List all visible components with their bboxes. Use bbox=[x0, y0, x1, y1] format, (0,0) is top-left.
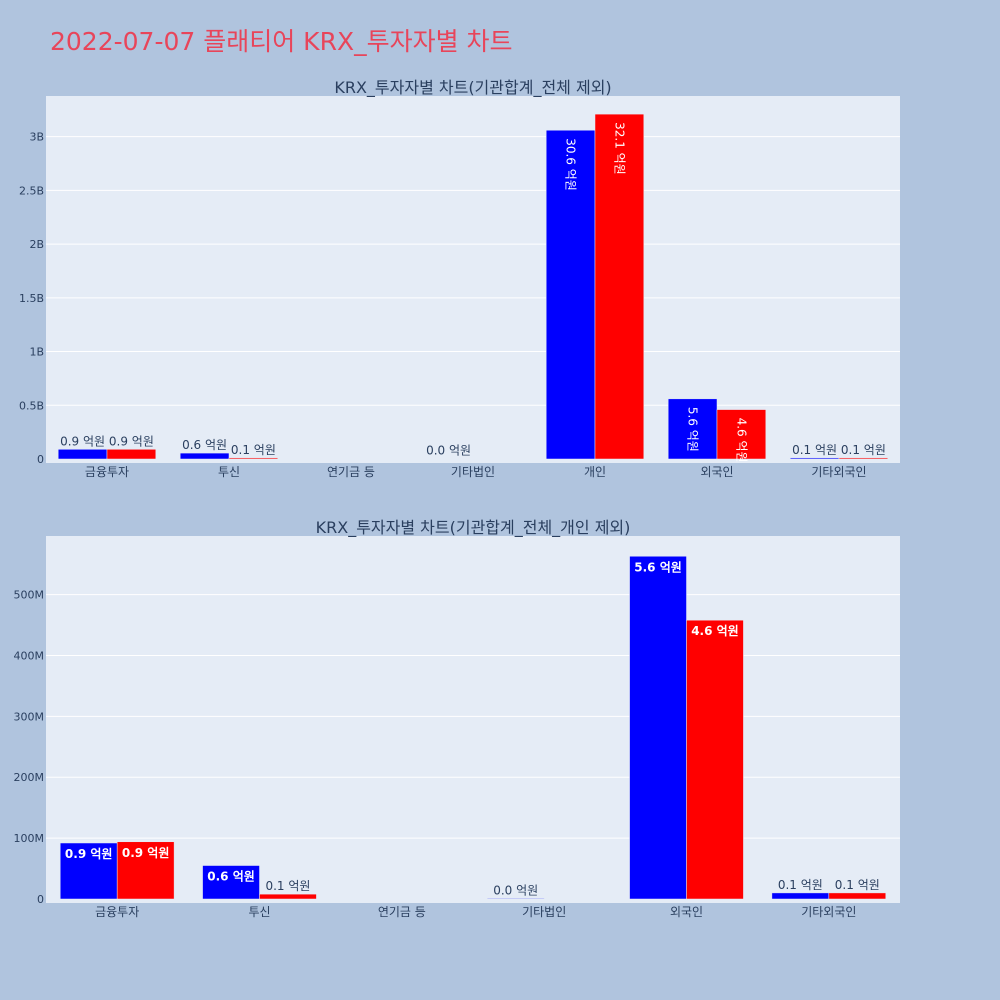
plot-area bbox=[46, 536, 900, 903]
bar-data-label: 5.6 억원 bbox=[686, 407, 700, 452]
x-tick-label: 연기금 등 bbox=[327, 465, 375, 479]
bar bbox=[116, 841, 175, 900]
chart-title: KRX_투자자별 차트(기관합계_전체 제외) bbox=[334, 78, 611, 98]
x-tick-label: 투신 bbox=[218, 465, 240, 479]
x-tick-label: 기타법인 bbox=[451, 465, 495, 479]
bar-data-label: 0.1 억원 bbox=[835, 878, 880, 892]
bottom-bar-chart: 0 100M 200M 300M 400M 500M KRX_투자자별 차트(기관합계_전체… bbox=[14, 518, 900, 919]
bar-data-label: 32.1 억원 bbox=[612, 122, 626, 175]
y-tick-label: 2B bbox=[29, 238, 44, 251]
bar bbox=[57, 449, 108, 460]
bar bbox=[771, 892, 830, 900]
page-title: 2022-07-07 플래티어 KRX_투자자별 차트 bbox=[50, 27, 513, 56]
plot-area bbox=[46, 96, 900, 463]
top-bar-chart: 0 0.5B 1B 1.5B 2B 2.5B 3B KRX_투자자별 차트(기관합계_전체 제… bbox=[19, 78, 900, 479]
bar bbox=[667, 398, 718, 460]
x-tick-label: 개인 bbox=[584, 465, 606, 479]
bar bbox=[789, 457, 840, 460]
bar-data-label: 0.1 억원 bbox=[265, 879, 310, 893]
bar-data-label: 0.9 억원 bbox=[60, 434, 105, 448]
x-tick-label: 외국인 bbox=[670, 905, 703, 919]
x-tick-label: 금융투자 bbox=[85, 465, 129, 479]
bar bbox=[202, 865, 260, 900]
bar bbox=[179, 452, 230, 460]
x-tick-label: 금융투자 bbox=[95, 905, 139, 919]
bar-data-label: 0.9 억원 bbox=[122, 846, 170, 860]
bar-data-label: 4.6 억원 bbox=[691, 624, 739, 638]
x-tick-label: 기타법인 bbox=[522, 905, 566, 919]
y-tick-label: 1.5B bbox=[19, 292, 44, 305]
y-tick-label: 500M bbox=[14, 589, 45, 602]
bar bbox=[686, 619, 744, 900]
x-tick-label: 기타외국인 bbox=[811, 465, 866, 479]
y-tick-label: 200M bbox=[14, 771, 45, 784]
y-tick-label: 3B bbox=[29, 131, 44, 144]
bar-data-label: 0.1 억원 bbox=[231, 443, 276, 457]
bar bbox=[106, 449, 157, 460]
chart-title: KRX_투자자별 차트(기관합계_전체_개인 제외) bbox=[316, 518, 631, 538]
bar bbox=[228, 457, 279, 460]
bar bbox=[828, 892, 887, 900]
x-tick-label: 투신 bbox=[248, 905, 270, 919]
y-tick-label: 100M bbox=[14, 832, 45, 845]
y-tick-label: 0 bbox=[37, 453, 44, 466]
bar bbox=[716, 409, 767, 460]
bar bbox=[259, 893, 317, 900]
bar-data-label: 4.6 억원 bbox=[734, 418, 748, 463]
y-tick-label: 1B bbox=[29, 346, 44, 359]
bar-data-label: 0.1 억원 bbox=[841, 443, 886, 457]
bar bbox=[629, 556, 687, 900]
x-tick-label: 기타외국인 bbox=[801, 905, 856, 919]
bar bbox=[594, 113, 645, 460]
bar-data-label: 0.6 억원 bbox=[182, 438, 227, 452]
y-tick-label: 2.5B bbox=[19, 184, 44, 197]
bar-data-label: 5.6 억원 bbox=[634, 560, 682, 574]
bar-data-label: 0.6 억원 bbox=[207, 870, 255, 884]
bar-data-label: 0.0 억원 bbox=[493, 883, 538, 897]
x-tick-label: 연기금 등 bbox=[378, 905, 426, 919]
bar-data-label: 0.1 억원 bbox=[778, 878, 823, 892]
bar bbox=[838, 457, 889, 460]
x-tick-label: 외국인 bbox=[700, 465, 733, 479]
bar-data-label: 30.6 억원 bbox=[564, 138, 578, 191]
y-tick-label: 300M bbox=[14, 710, 45, 723]
bar-data-label: 0.1 억원 bbox=[792, 443, 837, 457]
bar-data-label: 0.0 억원 bbox=[426, 444, 471, 458]
bar bbox=[486, 898, 545, 900]
bar-data-label: 0.9 억원 bbox=[65, 847, 113, 861]
bar-data-label: 0.9 억원 bbox=[109, 434, 154, 448]
bar bbox=[423, 458, 474, 460]
y-tick-label: 0.5B bbox=[19, 399, 44, 412]
y-tick-label: 400M bbox=[14, 649, 45, 662]
y-tick-label: 0 bbox=[37, 893, 44, 906]
